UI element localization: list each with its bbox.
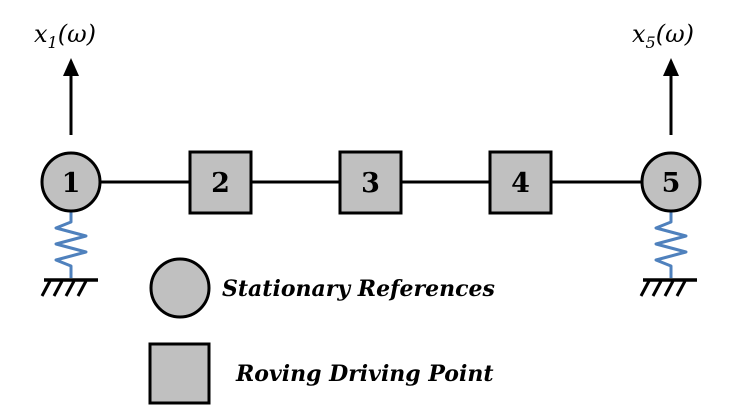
- legend: Stationary References Roving Driving Poi…: [148, 257, 495, 405]
- node-2: 2: [188, 150, 253, 215]
- response-label-left: x1(ω): [34, 20, 96, 52]
- node-3-label: 3: [361, 168, 380, 199]
- node-3: 3: [338, 150, 403, 215]
- node-1-circle: [40, 151, 102, 213]
- node-4: 4: [488, 150, 553, 215]
- node-3-square: [338, 150, 403, 215]
- node-4-label: 4: [511, 168, 530, 199]
- response-arrow-left: [63, 58, 79, 135]
- ground-left: [40, 278, 98, 297]
- node-1: 1: [40, 151, 102, 213]
- spring-right: [654, 212, 688, 278]
- response-arrow-right: [663, 58, 679, 135]
- response-label-right: x5(ω): [632, 20, 694, 52]
- node-5-label: 5: [662, 168, 681, 199]
- spring-left: [54, 212, 88, 278]
- legend-circle-label: Stationary References: [222, 276, 495, 302]
- node-5: 5: [640, 151, 702, 213]
- legend-circle-swatch: [149, 257, 211, 319]
- legend-square-label: Roving Driving Point: [235, 361, 493, 387]
- node-2-square: [188, 150, 253, 215]
- node-2-label: 2: [211, 168, 230, 199]
- ground-right: [639, 278, 697, 297]
- legend-square-swatch: [148, 342, 211, 405]
- node-5-circle: [640, 151, 702, 213]
- node-1-label: 1: [62, 168, 81, 199]
- node-4-square: [488, 150, 553, 215]
